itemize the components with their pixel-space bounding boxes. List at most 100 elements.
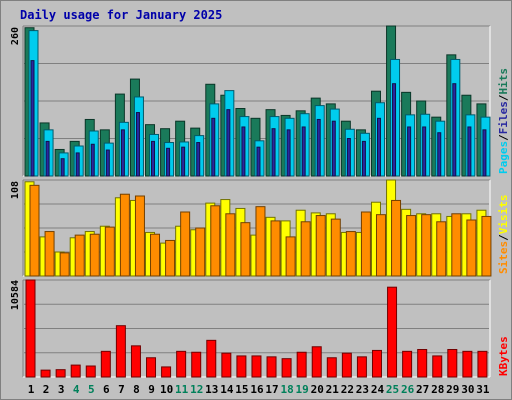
bar-sites-10 — [165, 239, 176, 277]
series-pages — [30, 60, 487, 177]
bar-pages-18 — [286, 129, 291, 177]
bar-pages-19 — [301, 126, 306, 177]
bar-kbytes-21 — [326, 357, 337, 378]
bar-sites-19 — [300, 221, 311, 277]
x-tick-label: 16 — [250, 383, 264, 396]
bar-pages-27 — [422, 126, 427, 177]
bar-sites-12 — [195, 227, 206, 277]
bar-pages-3 — [60, 158, 65, 177]
bar-pages-13 — [211, 117, 216, 177]
x-tick-label: 25 — [386, 383, 399, 396]
bar-sites-22 — [345, 231, 356, 277]
bar-pages-5 — [90, 143, 95, 177]
bar-pages-26 — [407, 126, 412, 177]
bar-sites-21 — [330, 218, 341, 277]
legend-item-files: Files — [497, 101, 510, 134]
x-tick-label: 10 — [160, 383, 173, 396]
x-tick-label: 18 — [280, 383, 293, 396]
x-tick-label: 14 — [220, 383, 234, 396]
bar-pages-9 — [151, 140, 156, 177]
bar-sites-13 — [210, 205, 221, 277]
x-tick-label: 28 — [431, 383, 444, 396]
bar-sites-8 — [134, 195, 145, 277]
x-tick-label: 27 — [416, 383, 429, 396]
x-tick-label: 3 — [58, 383, 65, 396]
bar-pages-11 — [181, 146, 186, 177]
bar-pages-2 — [45, 140, 50, 177]
bar-kbytes-26 — [402, 350, 413, 378]
legend-item-kbytes: KBytes — [497, 336, 510, 376]
bar-kbytes-14 — [221, 352, 232, 378]
x-tick-label: 5 — [88, 383, 95, 396]
legend-item-sites: Sites — [497, 241, 510, 274]
bar-pages-22 — [346, 138, 351, 177]
bar-sites-30 — [466, 219, 477, 277]
x-tick-label: 11 — [175, 383, 189, 396]
bar-sites-27 — [421, 214, 432, 277]
bar-sites-6 — [104, 226, 115, 277]
bar-sites-15 — [240, 222, 251, 277]
bar-sites-14 — [225, 213, 236, 277]
x-tick-label: 7 — [118, 383, 125, 396]
bar-kbytes-8 — [130, 345, 141, 378]
bar-sites-20 — [315, 215, 326, 277]
bar-kbytes-16 — [251, 355, 262, 378]
bar-kbytes-27 — [417, 349, 428, 378]
bar-kbytes-13 — [206, 339, 217, 378]
x-tick-label: 15 — [235, 383, 248, 396]
x-tick-label: 2 — [43, 383, 50, 396]
panel-bottom — [22, 279, 491, 378]
bar-sites-4 — [74, 234, 85, 277]
bar-pages-31 — [482, 129, 487, 177]
x-tick-label: 24 — [371, 383, 385, 396]
bar-pages-29 — [452, 83, 457, 177]
bar-sites-1 — [29, 184, 40, 277]
bar-kbytes-6 — [100, 350, 111, 378]
bar-sites-2 — [44, 231, 55, 277]
bar-kbytes-25 — [387, 286, 398, 378]
bar-kbytes-28 — [432, 355, 443, 378]
bar-sites-28 — [436, 221, 447, 277]
bar-sites-16 — [255, 206, 266, 277]
bar-pages-30 — [467, 126, 472, 177]
legend-bottom: KBytes — [497, 336, 510, 376]
bar-kbytes-15 — [236, 355, 247, 378]
bar-kbytes-3 — [55, 369, 66, 378]
bar-pages-14 — [226, 109, 231, 177]
legend-separator: / — [497, 94, 510, 101]
bar-pages-24 — [376, 117, 381, 177]
legend-top: Pages/Files/Hits — [497, 68, 510, 174]
bar-pages-1 — [30, 60, 35, 177]
bar-kbytes-19 — [296, 351, 307, 378]
x-tick-label: 4 — [73, 383, 80, 396]
chart-title: Daily usage for January 2025 — [20, 8, 222, 22]
x-tick-label: 9 — [148, 383, 155, 396]
middle-max-label: 108 — [10, 181, 21, 199]
bar-sites-23 — [360, 211, 371, 277]
bar-pages-7 — [120, 129, 125, 177]
bottom-max-label: 10584 — [10, 280, 21, 310]
bar-kbytes-22 — [341, 352, 352, 378]
x-tick-label: 6 — [103, 383, 110, 396]
x-tick-label: 12 — [190, 383, 203, 396]
x-tick-label: 1 — [28, 383, 35, 396]
x-tick-label: 30 — [461, 383, 474, 396]
legend-item-pages: Pages — [497, 141, 510, 174]
bar-kbytes-10 — [161, 366, 172, 378]
bar-kbytes-23 — [356, 356, 367, 378]
x-tick-label: 20 — [311, 383, 324, 396]
bar-kbytes-31 — [477, 350, 488, 378]
bar-kbytes-18 — [281, 358, 292, 378]
bar-pages-25 — [392, 83, 397, 177]
series-kbytes — [25, 279, 488, 378]
x-tick-label: 31 — [476, 383, 490, 396]
legend-middle: Sites/Visits — [497, 195, 510, 275]
x-tick-label: 13 — [205, 383, 218, 396]
panel-top — [22, 25, 491, 177]
bar-sites-11 — [180, 211, 191, 277]
bar-kbytes-1 — [25, 279, 36, 378]
bar-sites-9 — [150, 233, 161, 277]
x-tick-label: 26 — [401, 383, 415, 396]
bar-sites-26 — [406, 215, 417, 277]
